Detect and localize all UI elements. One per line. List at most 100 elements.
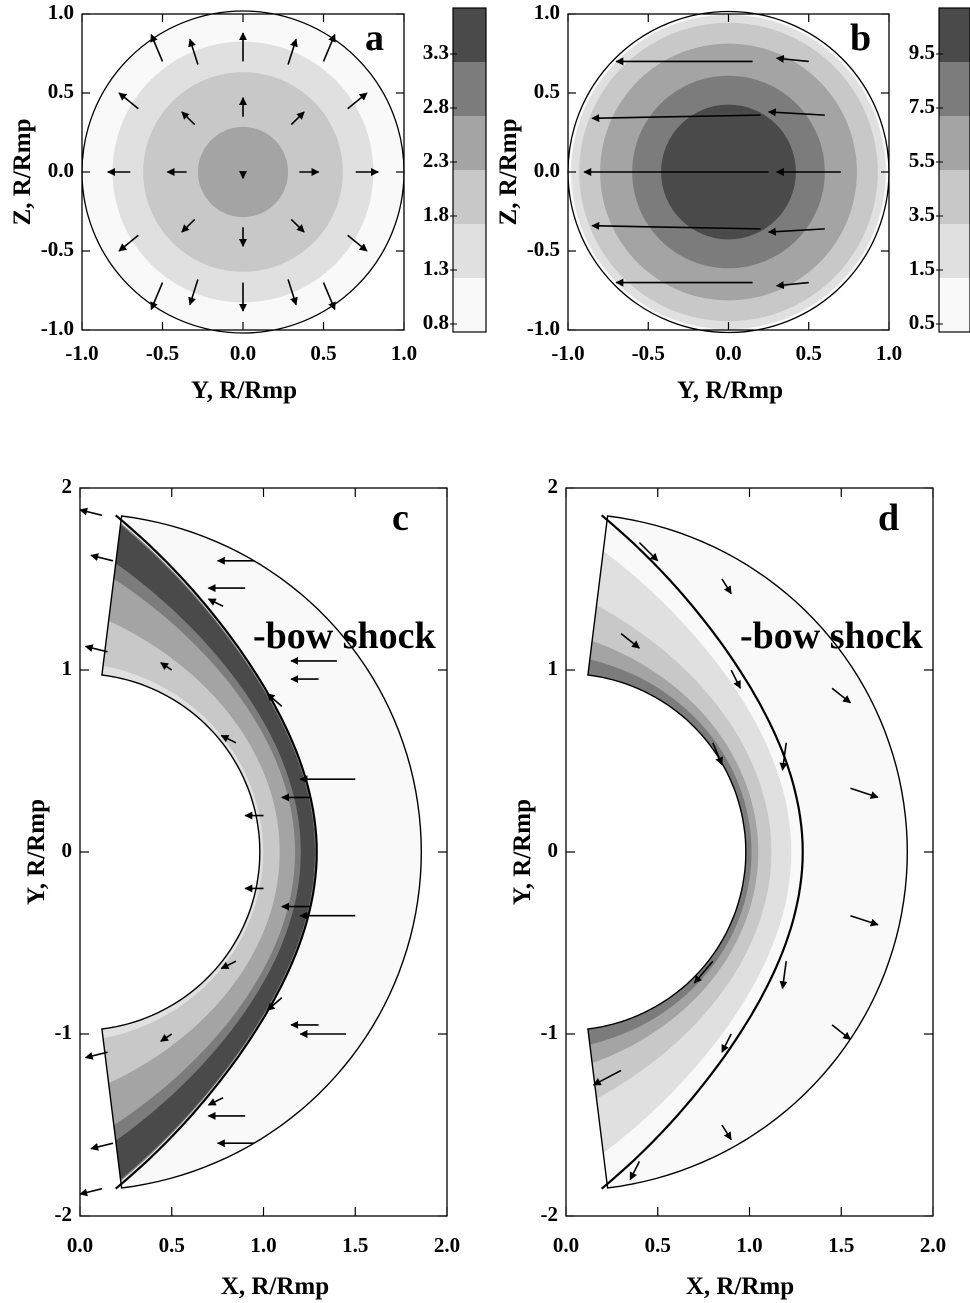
vector-arrow-b-3 xyxy=(591,221,761,230)
vector-arrow-d-12 xyxy=(712,742,723,766)
vector-arrow-a-23 xyxy=(150,282,164,311)
x-tick-label-d-1: 0.5 xyxy=(645,1233,671,1257)
vector-arrow-d-7 xyxy=(721,1033,732,1053)
x-tick-label-b-0: -1.0 xyxy=(551,341,584,365)
bow-shock-annotation-d: -bow shock xyxy=(740,615,924,657)
colorbar-tick-label-b-0: 0.5 xyxy=(909,310,935,334)
colorbar-swatch-b-4 xyxy=(939,62,970,116)
panel-a: -1.0 -0.5 0.0 0.5 1.0 -1.0 -0.5 0.0 0.5 1.0 0.8 1.… xyxy=(9,0,487,404)
y-tick-label-c-2: 0 xyxy=(62,838,73,862)
y-tick-label-c-1: 1 xyxy=(62,656,73,680)
vector-arrow-a-16 xyxy=(347,234,368,252)
vector-arrow-d-3 xyxy=(831,1024,852,1041)
vector-arrow-c-20 xyxy=(84,644,108,653)
colorbar-frame-b xyxy=(938,7,970,333)
vector-arrow-a-7 xyxy=(181,218,196,233)
colorbar-tick-label-b-5: 9.5 xyxy=(909,40,935,64)
colorbar-tick-label-b-4: 7.5 xyxy=(909,94,935,118)
x-tick-label-a-1: -0.5 xyxy=(146,341,179,365)
vector-arrow-d-1 xyxy=(850,914,879,927)
y-axis-title-b: Z, R/Rmp xyxy=(495,119,522,226)
vector-arrow-a-24 xyxy=(322,282,336,311)
vector-arrow-a-20 xyxy=(287,279,298,306)
colorbar-swatch-b-3 xyxy=(939,116,970,170)
x-tick-label-b-2: 0.0 xyxy=(715,341,741,365)
y-tick-label-a-4: 1.0 xyxy=(48,0,74,24)
panel-label-b: b xyxy=(850,17,871,59)
vector-arrow-c-12 xyxy=(266,693,283,708)
vector-arrow-c-25 xyxy=(220,960,237,970)
vector-arrow-a-6 xyxy=(290,111,305,126)
y-axis-title-c: Y, R/Rmp xyxy=(23,799,50,905)
colorbar-tick-label-a-1: 1.3 xyxy=(423,256,449,280)
panel-d: 0.0 0.5 1.0 1.5 2.0 2 1 0 -1 -2 d -bow shock X, R/R… xyxy=(509,474,946,1300)
colorbar-swatch-b-0 xyxy=(939,278,970,332)
y-tick-label-a-1: -0.5 xyxy=(41,237,74,261)
x-tick-label-d-0: 0.0 xyxy=(553,1233,579,1257)
colorbar-tick-label-a-0: 0.8 xyxy=(423,310,449,334)
vector-arrow-b-7 xyxy=(767,108,825,117)
vector-arrow-c-13 xyxy=(266,996,283,1011)
colorbar-swatch-b-2 xyxy=(939,170,970,224)
panel-label-a: a xyxy=(365,17,384,59)
vector-arrow-c-19 xyxy=(90,1142,114,1151)
colorbar-tick-label-a-3: 2.3 xyxy=(423,148,449,172)
vector-arrow-a-22 xyxy=(322,33,336,62)
vector-arrow-b-2 xyxy=(591,114,761,123)
x-tick-label-c-2: 1.0 xyxy=(250,1233,276,1257)
x-axis-title-b: Y, R/Rmp xyxy=(677,377,783,404)
vector-arrow-d-13 xyxy=(693,960,714,984)
bow-shock-line-c xyxy=(114,514,318,1190)
colorbar-tick-label-b-1: 1.5 xyxy=(909,256,935,280)
vector-arrow-c-24 xyxy=(220,734,237,744)
vector-arrow-c-18 xyxy=(90,553,114,562)
vector-arrow-c-17 xyxy=(79,1187,103,1197)
vector-arrow-d-4 xyxy=(779,742,788,771)
vector-arrow-c-15 xyxy=(207,1096,224,1106)
colorbar-tick-label-a-4: 2.8 xyxy=(423,94,449,118)
contour-region-d-1 xyxy=(587,605,772,1099)
x-tick-label-d-3: 1.5 xyxy=(828,1233,854,1257)
vector-arrow-d-0 xyxy=(850,787,879,799)
vector-arrow-d-2 xyxy=(831,687,852,704)
y-tick-label-a-3: 0.5 xyxy=(48,79,74,103)
vector-arrow-b-8 xyxy=(767,227,825,236)
x-tick-label-b-1: -0.5 xyxy=(632,341,665,365)
vector-arrow-d-6 xyxy=(730,669,742,689)
x-tick-label-c-0: 0.0 xyxy=(67,1233,93,1257)
y-tick-label-b-2: 0.0 xyxy=(534,158,560,182)
colorbar-swatch-a-5 xyxy=(453,8,486,62)
vector-arrow-c-22 xyxy=(160,662,173,671)
x-tick-label-d-2: 1.0 xyxy=(736,1233,762,1257)
bow-shock-annotation-c: -bow shock xyxy=(253,615,437,657)
vector-arrow-c-23 xyxy=(160,1033,173,1042)
x-tick-label-a-0: -1.0 xyxy=(65,341,98,365)
y-tick-label-a-0: -1.0 xyxy=(41,316,74,340)
panel-b: -1.0 -0.5 0.0 0.5 1.0 -1.0 -0.5 0.0 0.5 1.0 0.5 1.… xyxy=(495,0,970,404)
contour-region-c-3 xyxy=(113,523,316,1181)
colorbar-swatch-b-5 xyxy=(939,8,970,62)
vector-arrow-d-9 xyxy=(629,1161,641,1181)
y-tick-label-b-0: -1.0 xyxy=(527,316,560,340)
y-tick-label-c-4: -2 xyxy=(55,1202,73,1226)
domain-boundary-d xyxy=(587,515,909,1189)
vector-arrow-b-6 xyxy=(775,281,809,290)
y-axis-title-d: Y, R/Rmp xyxy=(509,799,536,905)
x-tick-label-b-4: 1.0 xyxy=(876,341,902,365)
vector-arrow-d-11 xyxy=(592,1069,622,1086)
colorbar-swatch-a-4 xyxy=(453,62,486,116)
y-tick-label-d-0: 2 xyxy=(548,474,559,498)
x-tick-label-a-2: 0.0 xyxy=(230,341,256,365)
vector-arrow-b-5 xyxy=(775,54,809,63)
vector-arrow-a-8 xyxy=(290,218,305,233)
vector-arrow-a-17 xyxy=(188,38,199,65)
x-axis-title-c: X, R/Rmp xyxy=(221,1273,329,1300)
vector-arrow-a-21 xyxy=(150,33,164,62)
contour-region-d-0 xyxy=(587,550,792,1154)
vector-arrow-d-10 xyxy=(620,632,641,649)
bow-shock-line-d xyxy=(600,514,804,1190)
y-tick-label-b-4: 1.0 xyxy=(534,0,560,24)
vector-arrow-a-14 xyxy=(347,92,368,110)
x-axis-title-a: Y, R/Rmp xyxy=(191,377,297,404)
